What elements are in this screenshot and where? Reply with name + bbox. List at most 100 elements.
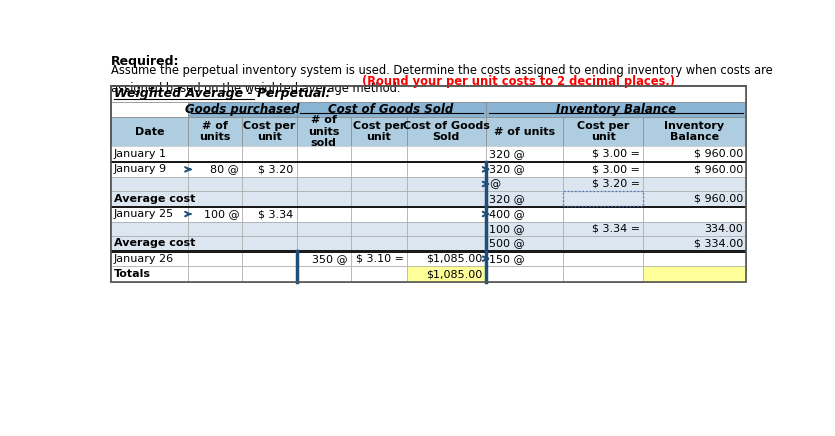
Bar bbox=[110, 206, 746, 222]
Bar bbox=[110, 235, 746, 251]
Bar bbox=[643, 146, 746, 162]
Text: Average cost: Average cost bbox=[114, 194, 195, 204]
Bar bbox=[407, 191, 486, 206]
Bar bbox=[351, 266, 407, 282]
Text: # of units: # of units bbox=[493, 126, 555, 136]
Bar bbox=[407, 266, 486, 282]
Bar bbox=[242, 191, 296, 206]
Text: January 1: January 1 bbox=[114, 149, 167, 159]
Text: 350 @: 350 @ bbox=[312, 254, 347, 264]
Bar bbox=[563, 235, 643, 251]
Bar bbox=[110, 86, 746, 102]
Bar bbox=[486, 266, 563, 282]
Bar bbox=[486, 251, 563, 266]
Text: Cost of Goods
Sold: Cost of Goods Sold bbox=[402, 121, 489, 143]
Bar bbox=[188, 177, 242, 191]
Bar bbox=[351, 222, 407, 235]
Bar bbox=[296, 177, 351, 191]
Bar bbox=[643, 235, 746, 251]
Bar bbox=[110, 117, 188, 146]
Bar bbox=[110, 162, 188, 177]
Bar bbox=[110, 251, 746, 266]
Bar bbox=[110, 205, 746, 208]
Text: Required:: Required: bbox=[110, 55, 179, 68]
Bar bbox=[563, 222, 643, 235]
Bar bbox=[242, 177, 296, 191]
Bar bbox=[351, 235, 407, 251]
Text: $ 334.00: $ 334.00 bbox=[694, 238, 743, 248]
Bar bbox=[110, 222, 746, 235]
Bar bbox=[486, 102, 746, 117]
Bar bbox=[110, 146, 188, 162]
Bar bbox=[110, 250, 746, 252]
Text: Totals: Totals bbox=[114, 269, 150, 279]
Bar bbox=[407, 162, 486, 177]
Bar bbox=[242, 117, 296, 146]
Text: 334.00: 334.00 bbox=[704, 224, 743, 234]
Text: January 25: January 25 bbox=[114, 209, 174, 219]
Bar bbox=[188, 266, 242, 282]
Bar bbox=[563, 191, 643, 206]
Bar bbox=[643, 162, 746, 177]
Bar bbox=[110, 86, 746, 282]
Bar bbox=[486, 146, 563, 162]
Bar bbox=[643, 266, 746, 282]
Bar bbox=[188, 117, 242, 146]
Bar bbox=[110, 161, 746, 163]
Bar bbox=[242, 146, 296, 162]
Text: $ 960.00: $ 960.00 bbox=[694, 164, 743, 174]
Bar bbox=[407, 146, 486, 162]
Bar bbox=[242, 251, 296, 266]
Bar bbox=[563, 117, 643, 146]
Text: 80 @: 80 @ bbox=[210, 164, 239, 174]
Bar bbox=[407, 222, 486, 235]
Text: 100 @: 100 @ bbox=[488, 224, 524, 234]
Bar bbox=[643, 177, 746, 191]
Text: 400 @: 400 @ bbox=[488, 209, 524, 219]
Bar bbox=[188, 146, 242, 162]
Bar bbox=[486, 162, 563, 177]
Text: 100 @: 100 @ bbox=[204, 209, 239, 219]
Text: Cost of Goods Sold: Cost of Goods Sold bbox=[328, 103, 453, 116]
Bar bbox=[296, 266, 351, 282]
Bar bbox=[188, 222, 242, 235]
Bar bbox=[242, 266, 296, 282]
Bar bbox=[643, 222, 746, 235]
Text: # of
units: # of units bbox=[200, 121, 231, 143]
Bar bbox=[242, 235, 296, 251]
Bar bbox=[188, 191, 242, 206]
Text: (Round your per unit costs to 2 decimal places.): (Round your per unit costs to 2 decimal … bbox=[362, 75, 676, 88]
Text: Assume the perpetual inventory system is used. Determine the costs assigned to e: Assume the perpetual inventory system is… bbox=[110, 64, 772, 95]
Bar bbox=[242, 162, 296, 177]
Bar bbox=[110, 251, 188, 266]
Bar bbox=[188, 102, 296, 117]
Bar bbox=[486, 117, 563, 146]
Bar bbox=[486, 191, 563, 206]
Bar bbox=[296, 117, 351, 146]
Bar bbox=[643, 251, 746, 266]
Bar bbox=[563, 177, 643, 191]
Bar bbox=[296, 206, 351, 222]
Text: $ 3.34: $ 3.34 bbox=[258, 209, 293, 219]
Text: $ 3.10 =: $ 3.10 = bbox=[356, 254, 403, 264]
Bar bbox=[407, 266, 486, 282]
Text: $1,085.00: $1,085.00 bbox=[427, 254, 483, 264]
Bar bbox=[296, 162, 351, 177]
Bar bbox=[110, 146, 746, 162]
Bar bbox=[643, 206, 746, 222]
Bar bbox=[643, 266, 746, 282]
Bar bbox=[351, 191, 407, 206]
Text: # of
units
sold: # of units sold bbox=[308, 115, 339, 148]
Bar bbox=[486, 222, 563, 235]
Text: $ 3.20: $ 3.20 bbox=[258, 164, 293, 174]
Bar bbox=[188, 251, 242, 266]
Text: @: @ bbox=[488, 179, 500, 189]
Bar bbox=[242, 206, 296, 222]
Bar bbox=[110, 191, 188, 206]
Bar bbox=[407, 251, 486, 266]
Bar bbox=[110, 222, 188, 235]
Bar bbox=[110, 102, 188, 117]
Bar bbox=[407, 177, 486, 191]
Bar bbox=[407, 206, 486, 222]
Text: $ 3.20 =: $ 3.20 = bbox=[592, 179, 640, 189]
